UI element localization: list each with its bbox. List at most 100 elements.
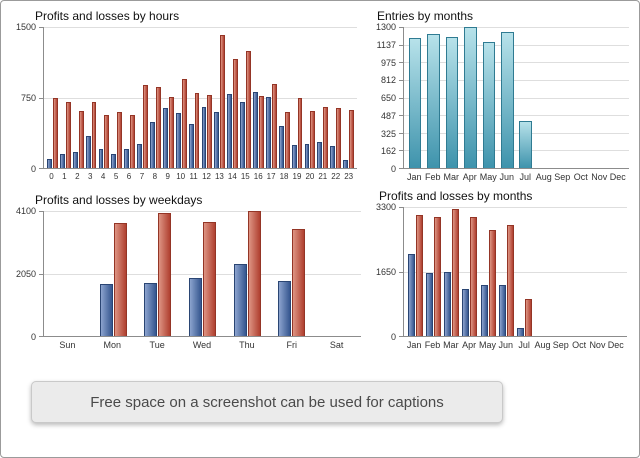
losses-bar	[525, 298, 533, 336]
profits-bar	[59, 153, 65, 168]
x-axis-label: Jan	[406, 340, 422, 350]
gridline	[404, 44, 629, 46]
x-axis-label: 17	[266, 172, 276, 181]
x-axis-label: Sep	[552, 340, 569, 350]
x-axis-label: 13	[214, 172, 224, 181]
bar-group	[607, 207, 625, 336]
y-axis-label: 1500	[15, 22, 36, 32]
bar-group	[226, 27, 239, 168]
plot-area	[39, 27, 357, 169]
profits-bar	[480, 285, 488, 336]
y-axis-tick	[399, 27, 403, 28]
x-axis-label: 1	[62, 172, 67, 181]
profits-bar	[111, 153, 117, 168]
profits-bar	[150, 121, 155, 168]
bar-group	[590, 27, 608, 168]
x-axis-label: Mar	[443, 340, 459, 350]
losses-bar	[292, 229, 306, 336]
losses-bar	[65, 102, 71, 168]
bar-group	[461, 207, 479, 336]
y-axis: 0 2050 4100	[11, 206, 43, 342]
losses-bar	[104, 115, 110, 168]
bar-group	[162, 27, 175, 168]
bar-group	[213, 27, 226, 168]
losses-bar	[168, 96, 174, 168]
chart-body: 0 750 1500 0 1 2 3 4 5 6 7 8 9 10 11 12 13 14 15 16 17 18 19 2…	[11, 22, 357, 185]
profits-bar	[162, 107, 168, 168]
gridline	[44, 273, 361, 275]
bar-group	[72, 27, 85, 168]
grid	[399, 27, 629, 169]
losses-bar	[488, 230, 496, 336]
profits-bar	[72, 152, 78, 168]
x-axis-label: 5	[113, 172, 119, 181]
bar-group	[443, 207, 461, 336]
bar-group	[316, 27, 329, 168]
x-axis-label: May	[479, 172, 497, 182]
x-axis-label: 3	[88, 172, 93, 181]
gridline	[404, 132, 629, 134]
y-axis-label: 487	[380, 110, 396, 121]
profits-bar	[189, 278, 203, 336]
profits-bar	[462, 289, 470, 336]
x-axis-label: Mar	[443, 172, 460, 182]
profits-bar	[304, 143, 310, 168]
entries-bar	[427, 34, 440, 168]
y-axis-tick	[399, 79, 403, 81]
profits-bar	[240, 102, 246, 168]
y-axis-tick	[399, 132, 403, 134]
profits-bar	[278, 281, 292, 336]
x-axis-label: Nov	[591, 172, 608, 182]
losses-bar	[78, 110, 84, 168]
y-axis-tick	[399, 44, 403, 46]
bar-group	[270, 211, 315, 336]
bar-group	[136, 27, 149, 168]
y-axis-label: 162	[380, 146, 396, 157]
x-axis-label: Dec	[607, 340, 624, 350]
entries-bar	[445, 37, 459, 168]
profits-bar	[144, 282, 158, 336]
profits-bar	[265, 96, 271, 168]
bar-group	[188, 27, 201, 168]
bar-group	[461, 27, 479, 168]
y-axis-tick	[399, 97, 403, 99]
x-axis-label: 18	[279, 172, 289, 181]
x-axis-label: Wed	[192, 340, 212, 350]
gridline	[404, 150, 629, 152]
x-axis-label: Oct	[573, 172, 588, 182]
plot-area	[39, 211, 361, 337]
x-axis-label: 9	[165, 172, 170, 181]
x-axis-label: 20	[305, 172, 315, 181]
chart-profits-losses-by-weekdays: Profits and losses by weekdays 0 2050 4100…	[11, 191, 365, 353]
y-axis-label: 0	[30, 332, 36, 342]
y-axis-tick	[39, 97, 43, 99]
y-axis-label: 650	[380, 93, 396, 103]
profits-bar	[444, 271, 452, 336]
profits-bar	[201, 106, 207, 168]
bars	[404, 207, 627, 336]
bar-group	[201, 27, 214, 168]
y-axis-label: 3300	[375, 202, 396, 212]
losses-bar	[336, 107, 342, 168]
bar-group	[517, 27, 535, 168]
bar-group	[424, 207, 442, 336]
losses-bar	[194, 92, 200, 168]
profits-bar	[99, 284, 113, 336]
profits-bar	[343, 159, 349, 168]
x-axis-label: Sat	[329, 340, 344, 350]
bar-group	[342, 27, 355, 168]
x-axis-label: 0	[49, 172, 54, 181]
profits-bar	[137, 143, 143, 168]
x-axis-label: 14	[227, 172, 237, 181]
bar-group	[480, 27, 498, 168]
profits-bar	[124, 149, 130, 168]
losses-bar	[470, 216, 478, 336]
x-axis-label: Jun	[498, 340, 514, 350]
bar-group	[406, 27, 424, 168]
bar-group	[552, 207, 570, 336]
chart-entries-by-months: Entries by months 0 162 325 487 650 812 975 113…	[369, 7, 633, 185]
y-axis: 0 750 1500	[11, 22, 43, 174]
x-axis-label: 10	[176, 172, 186, 181]
losses-bar	[130, 115, 136, 168]
x-axis-label: 11	[189, 172, 198, 181]
